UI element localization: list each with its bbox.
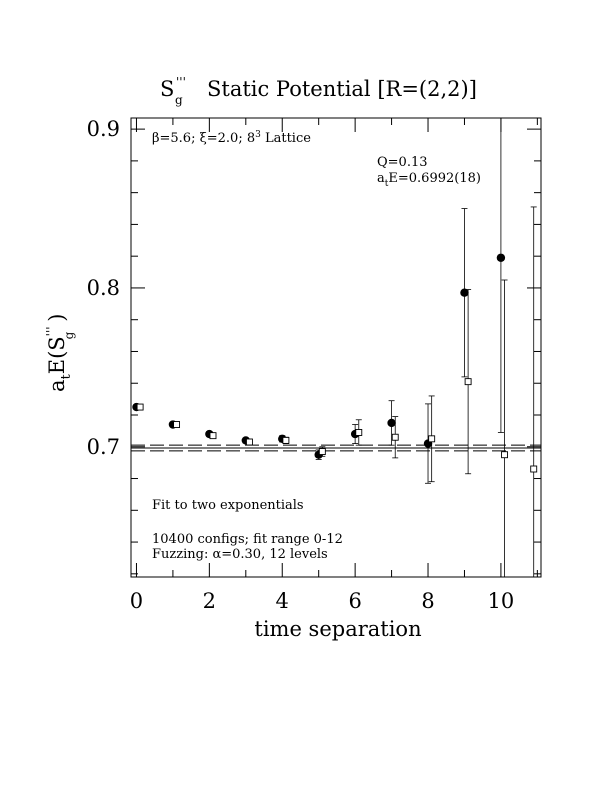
data-point-square bbox=[428, 435, 436, 443]
chart-title: S ''' g Static Potential [R=(2,2)] bbox=[160, 75, 477, 107]
data-point-square bbox=[355, 429, 363, 436]
x-tick-label: 2 bbox=[203, 589, 216, 613]
data-point-circle bbox=[496, 253, 506, 262]
data-point-square bbox=[501, 451, 509, 459]
ylabel-a: a bbox=[45, 379, 69, 392]
y-tick-label: 0.9 bbox=[87, 117, 120, 141]
x-tick-label: 6 bbox=[348, 589, 361, 613]
x-tick-label: 8 bbox=[421, 589, 434, 613]
data-point-square bbox=[464, 378, 472, 386]
ylabel-primes: ''' bbox=[44, 326, 58, 336]
fit-e-a: a bbox=[377, 171, 385, 186]
ylabel-close: ) bbox=[45, 314, 69, 322]
data-point-square bbox=[530, 465, 538, 473]
fit-annotation: Q=0.13 atE=0.6992(18) bbox=[377, 155, 481, 189]
x-tick-label: 0 bbox=[130, 589, 143, 613]
data-point-square bbox=[318, 448, 326, 455]
x-tick-label: 10 bbox=[488, 589, 515, 613]
plot-area bbox=[130, 117, 542, 578]
title-sub-g: g bbox=[175, 93, 183, 107]
data-point-square bbox=[173, 421, 181, 428]
note-fit: Fit to two exponentials bbox=[152, 498, 304, 513]
data-point-square bbox=[391, 433, 399, 441]
svg-text:β=5.6; ξ=2.0; 83 Lattice: β=5.6; ξ=2.0; 83 Lattice bbox=[152, 130, 311, 146]
fit-e-sub: t bbox=[385, 179, 389, 189]
data-point-circle bbox=[387, 418, 396, 428]
plot-frame bbox=[130, 117, 542, 578]
svg-text:atE(S'''g): atE(S''' g) bbox=[44, 314, 76, 392]
note-fuzz: Fuzzing: α=0.30, 12 levels bbox=[152, 547, 328, 562]
fit-q-text: Q=0.13 bbox=[377, 155, 428, 170]
y-tick-label: 0.8 bbox=[87, 276, 120, 300]
svg-text:atE=0.6992(18): atE=0.6992(18) bbox=[377, 171, 481, 189]
fit-band bbox=[131, 444, 541, 452]
notes: Fit to two exponentials 10400 configs; f… bbox=[152, 498, 343, 562]
x-tick-label: 4 bbox=[276, 589, 289, 613]
data-marks bbox=[132, 118, 538, 577]
data-point-square bbox=[245, 438, 253, 446]
note-configs: 10400 configs; fit range 0-12 bbox=[152, 532, 343, 547]
x-axis-label: time separation bbox=[254, 617, 421, 641]
y-tick-label: 0.7 bbox=[87, 435, 120, 459]
title-primes: ''' bbox=[176, 75, 186, 89]
title-s: S bbox=[160, 77, 174, 101]
fit-e-b: E=0.6992(18) bbox=[388, 171, 481, 186]
plot-border bbox=[130, 117, 542, 578]
ylabel-mid: E(S bbox=[45, 336, 69, 374]
data-point-square bbox=[209, 432, 217, 440]
data-point-square bbox=[282, 436, 290, 444]
ylabel-g: g bbox=[62, 331, 76, 339]
lattice-text-a: β=5.6; ξ=2.0; 8 bbox=[152, 131, 255, 146]
lattice-text-sup: 3 bbox=[255, 130, 261, 140]
lattice-text-b: Lattice bbox=[261, 131, 311, 146]
tick-labels: 0 2 4 6 8 10 0.7 0.8 0.9 bbox=[87, 117, 515, 613]
y-axis-label: atE(S''' g) bbox=[44, 314, 76, 392]
lattice-annotation: β=5.6; ξ=2.0; 83 Lattice bbox=[152, 130, 311, 146]
title-text: Static Potential [R=(2,2)] bbox=[207, 77, 477, 101]
data-point-circle bbox=[460, 288, 469, 297]
ylabel-t: t bbox=[59, 373, 74, 379]
data-point-square bbox=[136, 403, 144, 411]
